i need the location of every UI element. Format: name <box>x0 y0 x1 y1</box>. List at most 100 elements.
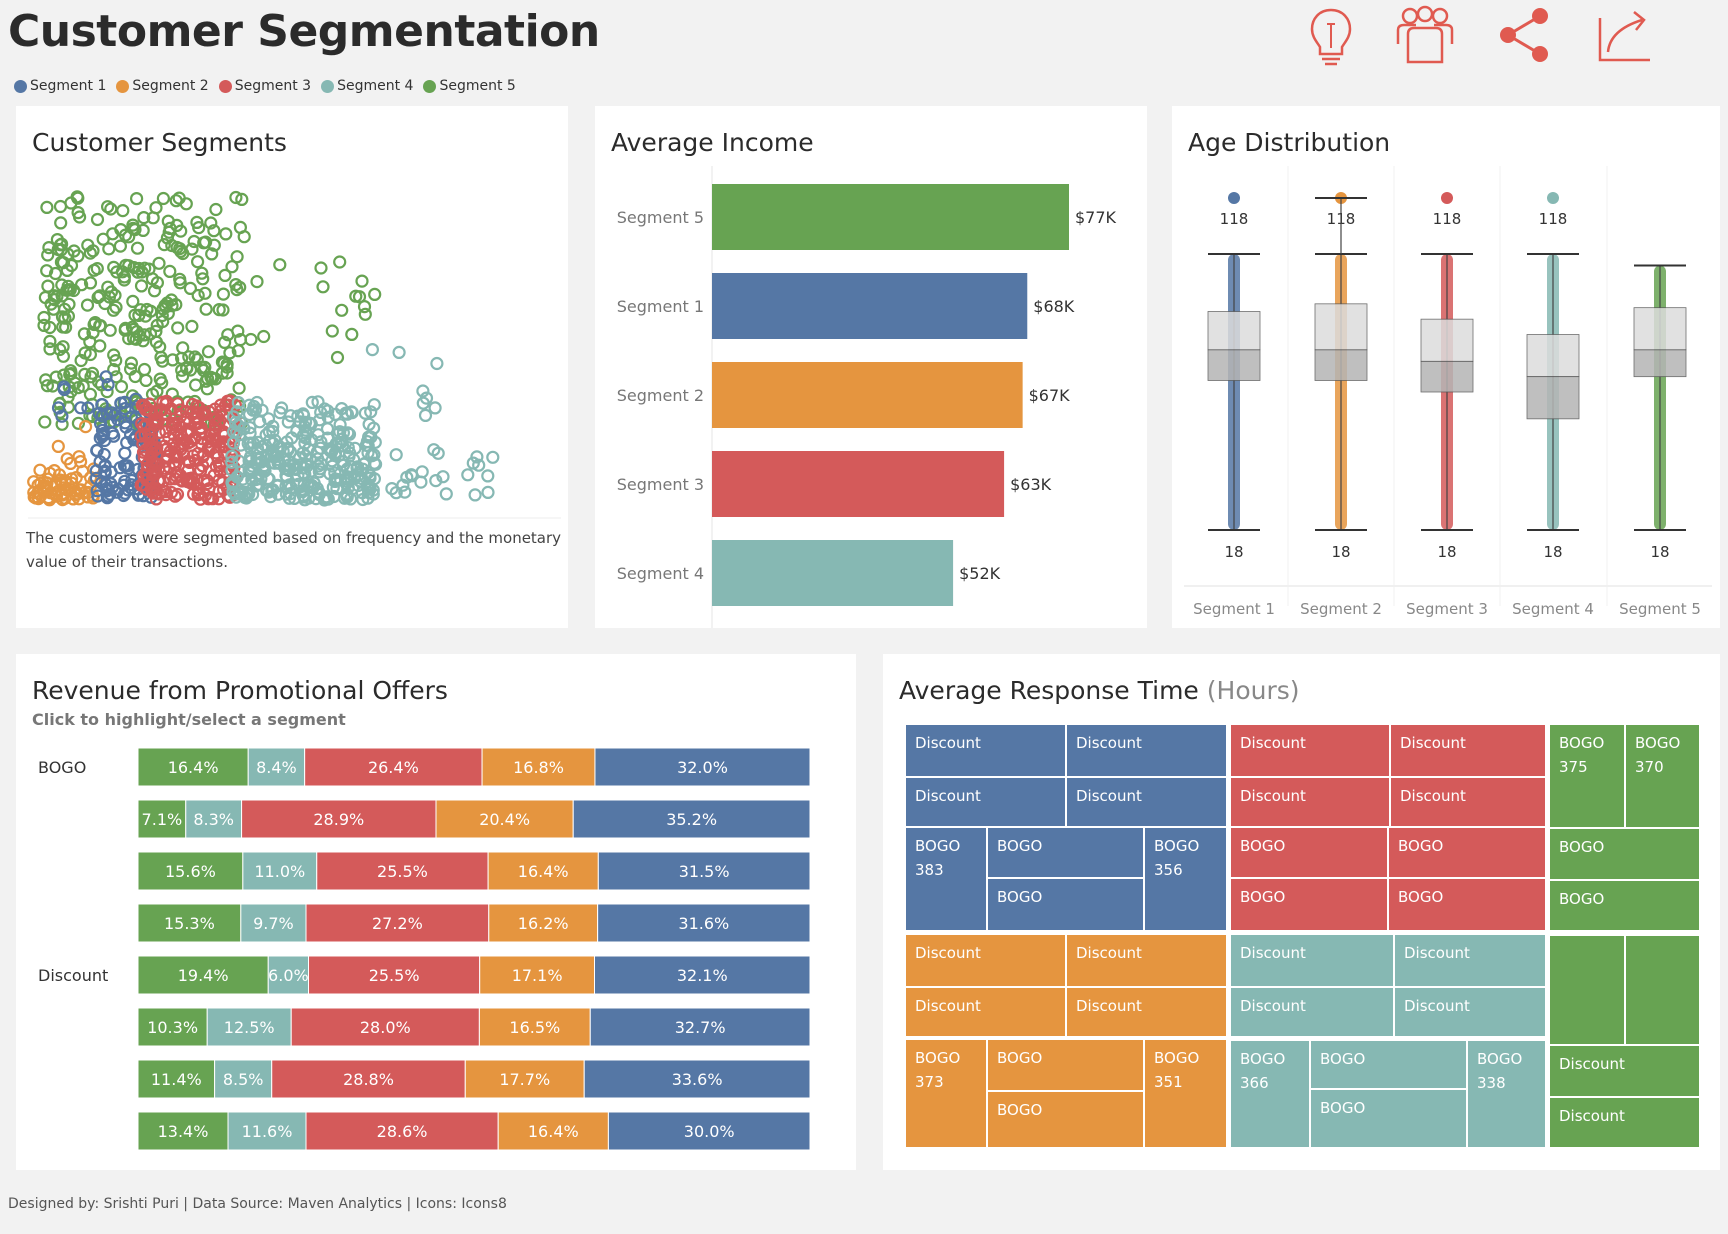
treemap-cell[interactable]: Discount <box>1549 1097 1700 1148</box>
stacked-segment[interactable] <box>488 903 599 943</box>
income-bar[interactable] <box>712 273 1028 339</box>
stacked-segment[interactable] <box>137 851 244 891</box>
treemap-cell[interactable]: BOGO 351 <box>1144 1039 1227 1148</box>
treemap-cell[interactable]: Discount <box>905 934 1066 987</box>
stacked-segment[interactable] <box>227 1111 307 1151</box>
box-lower[interactable] <box>1526 376 1580 420</box>
stacked-segment[interactable] <box>305 903 490 943</box>
stacked-segment[interactable] <box>185 799 243 839</box>
treemap-cell[interactable]: BOGO 383 <box>905 827 987 931</box>
outlier-point[interactable] <box>1441 192 1453 204</box>
users-icon[interactable] <box>1394 4 1456 66</box>
treemap-cell[interactable]: BOGO <box>987 1091 1144 1148</box>
stacked-segment[interactable] <box>305 1111 499 1151</box>
treemap-cell[interactable]: BOGO <box>1388 878 1546 931</box>
stacked-segment[interactable] <box>435 799 574 839</box>
stacked-segment[interactable] <box>497 1111 609 1151</box>
treemap-cell[interactable]: BOGO <box>1549 828 1700 880</box>
income-bar[interactable] <box>712 362 1023 428</box>
legend-item[interactable]: Segment 3 <box>218 78 311 94</box>
outlier-point[interactable] <box>1228 192 1240 204</box>
treemap-cell[interactable]: Discount <box>1549 1045 1700 1097</box>
stacked-segment[interactable] <box>572 799 811 839</box>
treemap-cell[interactable]: Discount <box>1066 724 1227 777</box>
box-upper[interactable] <box>1526 334 1580 378</box>
treemap-cell[interactable]: Discount <box>1394 934 1546 987</box>
treemap-cell[interactable]: BOGO <box>987 878 1144 931</box>
age-box-plot[interactable]: 118 18 Segment 1 118 18 Segment 2 118 18 Segment… <box>1172 106 1720 628</box>
treemap-cell[interactable]: BOGO 370 <box>1625 724 1700 828</box>
treemap-cell[interactable]: Discount <box>905 777 1066 827</box>
stacked-segment[interactable] <box>479 955 596 995</box>
box-lower[interactable] <box>1633 349 1687 378</box>
stacked-segment[interactable] <box>241 799 437 839</box>
lightbulb-icon[interactable] <box>1300 4 1362 66</box>
treemap-cell[interactable]: BOGO <box>1230 878 1388 931</box>
legend-item[interactable]: Segment 4 <box>321 78 413 94</box>
stacked-segment[interactable] <box>304 747 483 787</box>
stacked-segment[interactable] <box>478 1007 591 1047</box>
stacked-segment[interactable] <box>267 955 310 995</box>
stacked-segment[interactable] <box>597 851 811 891</box>
legend-item[interactable]: Segment 5 <box>423 78 516 94</box>
stacked-segment[interactable] <box>308 955 481 995</box>
treemap-cell[interactable]: Discount <box>1066 987 1227 1037</box>
box-upper[interactable] <box>1420 318 1474 362</box>
stacked-segment[interactable] <box>594 747 811 787</box>
outlier-point[interactable] <box>1547 192 1559 204</box>
treemap-cell[interactable]: BOGO <box>1388 827 1546 878</box>
treemap-cell[interactable] <box>1625 935 1700 1045</box>
treemap-cell[interactable]: BOGO <box>1549 880 1700 931</box>
treemap-cell[interactable]: Discount <box>1390 724 1546 777</box>
treemap-cell[interactable] <box>1549 935 1625 1045</box>
stacked-segment[interactable] <box>594 955 811 995</box>
treemap-cell[interactable]: BOGO 338 <box>1467 1040 1546 1148</box>
stacked-segment[interactable] <box>214 1059 273 1099</box>
income-bar[interactable] <box>712 540 954 606</box>
stacked-segment[interactable] <box>271 1059 466 1099</box>
share-icon[interactable] <box>1494 4 1556 66</box>
income-bar[interactable] <box>712 451 1005 517</box>
treemap-cell[interactable]: Discount <box>1230 777 1390 827</box>
stacked-segment[interactable] <box>137 955 269 995</box>
treemap-cell[interactable]: Discount <box>1066 777 1227 827</box>
box-upper[interactable] <box>1633 307 1687 351</box>
stacked-segment[interactable] <box>206 1007 292 1047</box>
box-upper[interactable] <box>1207 311 1261 351</box>
stacked-segment[interactable] <box>137 799 187 839</box>
treemap-cell[interactable]: BOGO <box>1310 1040 1467 1089</box>
treemap[interactable]: Discount Discount Discount Discount BOGO… <box>883 654 1720 1170</box>
stacked-segment[interactable] <box>290 1007 480 1047</box>
treemap-cell[interactable]: BOGO <box>1310 1089 1467 1148</box>
income-bar[interactable] <box>712 184 1069 250</box>
box-lower[interactable] <box>1420 360 1474 393</box>
stacked-segment[interactable] <box>481 747 596 787</box>
stacked-segment[interactable] <box>597 903 811 943</box>
stacked-segment[interactable] <box>137 1059 216 1099</box>
treemap-cell[interactable]: Discount <box>1230 724 1390 777</box>
export-icon[interactable] <box>1594 4 1656 66</box>
stacked-segment[interactable] <box>316 851 489 891</box>
treemap-cell[interactable]: Discount <box>1390 777 1546 827</box>
treemap-cell[interactable]: Discount <box>1394 987 1546 1037</box>
stacked-segment[interactable] <box>137 1111 229 1151</box>
stacked-segment[interactable] <box>242 851 318 891</box>
scatter-plot[interactable] <box>16 166 568 526</box>
treemap-cell[interactable]: Discount <box>905 724 1066 777</box>
legend-item[interactable]: Segment 1 <box>14 78 106 94</box>
box-lower[interactable] <box>1314 349 1368 381</box>
stacked-segment[interactable] <box>247 747 306 787</box>
treemap-cell[interactable]: BOGO 356 <box>1144 827 1227 931</box>
treemap-cell[interactable]: Discount <box>1230 934 1394 987</box>
box-upper[interactable] <box>1314 303 1368 351</box>
stacked-segment[interactable] <box>607 1111 811 1151</box>
legend-item[interactable]: Segment 2 <box>116 78 209 94</box>
treemap-cell[interactable]: BOGO 366 <box>1230 1040 1310 1148</box>
treemap-cell[interactable]: BOGO 373 <box>905 1039 987 1148</box>
treemap-cell[interactable]: BOGO <box>987 1039 1144 1091</box>
income-bar-chart[interactable]: Segment 5 $77K Segment 1 $68K Segment 2 $67K S… <box>595 106 1147 628</box>
stacked-segment[interactable] <box>240 903 307 943</box>
stacked-segment[interactable] <box>137 1007 208 1047</box>
stacked-segment[interactable] <box>583 1059 811 1099</box>
treemap-cell[interactable]: Discount <box>905 987 1066 1037</box>
